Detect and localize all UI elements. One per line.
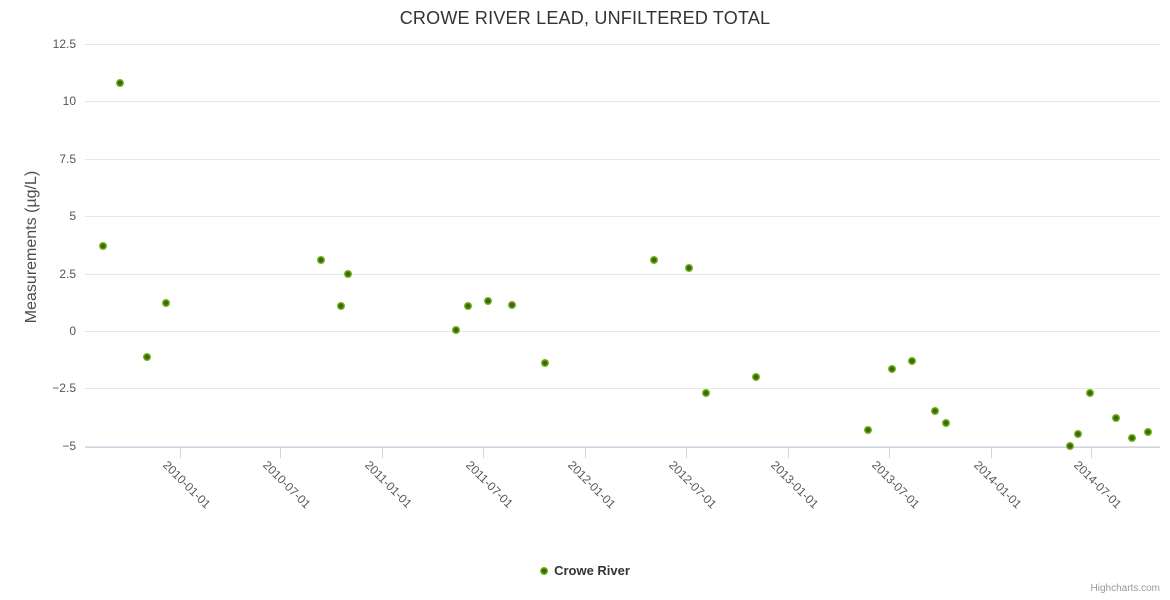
y-axis-label: 5 [69, 209, 76, 224]
y-gridline [85, 388, 1160, 390]
legend-label: Crowe River [554, 563, 630, 578]
y-axis-label: 12.5 [52, 36, 76, 51]
y-axis-label: −5 [62, 438, 76, 453]
data-point[interactable] [1066, 441, 1075, 450]
legend-marker-icon [540, 566, 549, 575]
data-point[interactable] [1112, 414, 1121, 423]
y-gridline [85, 273, 1160, 275]
data-point[interactable] [942, 418, 951, 427]
x-axis-label: 2011-01-01 [362, 458, 415, 511]
y-axis-label: 0 [69, 324, 76, 338]
data-point[interactable] [161, 299, 170, 308]
data-point[interactable] [464, 301, 473, 310]
y-gridline [85, 445, 1160, 447]
legend-item-crowe-river[interactable]: Crowe River [540, 563, 630, 578]
x-axis-label: 2014-07-01 [1071, 458, 1125, 512]
data-point[interactable] [908, 356, 917, 365]
x-axis-tick [584, 448, 586, 458]
y-axis-label: 7.5 [59, 151, 76, 166]
x-axis-tick [685, 448, 687, 458]
x-axis-label: 2013-01-01 [768, 458, 822, 512]
y-axis-label: 2.5 [59, 266, 76, 281]
x-axis-label: 2013-07-01 [868, 458, 923, 512]
x-axis-tick [990, 448, 992, 458]
x-axis-line [85, 447, 1160, 448]
x-axis-label: 2010-01-01 [159, 458, 213, 512]
data-point[interactable] [649, 255, 658, 264]
data-point[interactable] [541, 359, 550, 368]
data-point[interactable] [344, 269, 353, 278]
x-axis-label: 2011-07-01 [462, 458, 516, 511]
y-gridline [85, 331, 1160, 332]
y-gridline [85, 216, 1160, 218]
data-point[interactable] [1086, 389, 1095, 398]
x-axis-label: 2012-01-01 [564, 458, 619, 512]
data-point[interactable] [930, 407, 939, 416]
y-gridline [85, 43, 1160, 45]
y-gridline [85, 101, 1160, 103]
x-axis-tick [1091, 448, 1093, 458]
data-point[interactable] [1143, 428, 1152, 437]
x-axis-tick [382, 448, 384, 458]
data-point[interactable] [99, 242, 108, 250]
data-point[interactable] [142, 353, 151, 362]
x-axis-tick [280, 448, 281, 458]
x-axis-tick [888, 448, 890, 458]
data-point[interactable] [887, 364, 896, 373]
data-point[interactable] [452, 325, 461, 334]
data-point[interactable] [317, 255, 326, 264]
data-point[interactable] [483, 297, 492, 306]
data-point[interactable] [701, 389, 710, 398]
y-axis-label: −2.5 [52, 381, 76, 396]
x-axis-tick [179, 448, 181, 458]
data-point[interactable] [337, 301, 346, 310]
data-point[interactable] [751, 372, 760, 381]
x-axis-label: 2014-01-01 [970, 458, 1025, 512]
chart-title: CROWE RIVER LEAD, UNFILTERED TOTAL [399, 8, 771, 28]
y-gridline [85, 158, 1160, 160]
data-point[interactable] [1073, 430, 1082, 439]
x-axis-label: 2010-07-01 [260, 458, 314, 512]
data-point[interactable] [507, 300, 516, 309]
y-axis-label: 10 [62, 94, 76, 109]
data-point[interactable] [1127, 433, 1136, 442]
data-point[interactable] [116, 78, 125, 87]
x-axis-label: 2012-07-01 [666, 458, 720, 512]
x-axis-tick [482, 448, 484, 458]
x-axis-tick [788, 448, 790, 458]
data-point[interactable] [864, 425, 873, 434]
data-point[interactable] [685, 263, 694, 272]
highcharts-credit-link[interactable]: Highcharts.com [1090, 583, 1160, 594]
